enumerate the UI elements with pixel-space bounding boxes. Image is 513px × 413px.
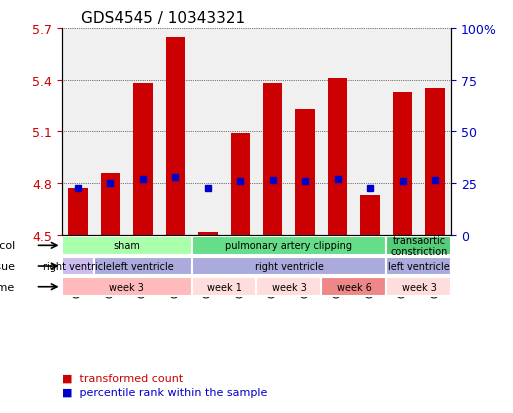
Bar (166, 38, 185, 235)
Bar (230, 134, 250, 235)
Text: pulmonary artery clipping: pulmonary artery clipping (226, 241, 352, 251)
Text: right ventricle: right ventricle (44, 261, 112, 271)
Text: sham: sham (113, 241, 140, 251)
Bar (386, 236, 451, 255)
Bar (62, 278, 191, 297)
Bar (68, 189, 88, 235)
Bar (62, 257, 94, 276)
Text: tissue: tissue (0, 261, 15, 271)
Bar (425, 89, 445, 235)
Text: transaortic
constriction: transaortic constriction (390, 235, 448, 256)
Text: week 1: week 1 (207, 282, 242, 292)
Text: ■  percentile rank within the sample: ■ percentile rank within the sample (62, 387, 267, 397)
Text: right ventricle: right ventricle (254, 261, 323, 271)
Bar (198, 232, 218, 235)
Bar (328, 79, 347, 235)
Text: protocol: protocol (0, 241, 15, 251)
Bar (191, 257, 386, 276)
Bar (322, 278, 386, 297)
Text: GDS4545 / 10343321: GDS4545 / 10343321 (81, 12, 245, 26)
Bar (62, 236, 191, 255)
Bar (263, 84, 283, 235)
Text: left ventricle: left ventricle (388, 261, 450, 271)
Text: ■  transformed count: ■ transformed count (62, 373, 183, 383)
Bar (386, 278, 451, 297)
Text: time: time (0, 282, 15, 292)
Bar (101, 173, 120, 235)
Bar (191, 236, 386, 255)
Text: week 3: week 3 (109, 282, 144, 292)
Bar (386, 257, 451, 276)
Bar (295, 110, 315, 235)
Bar (361, 196, 380, 235)
Bar (393, 93, 412, 235)
Text: week 3: week 3 (271, 282, 306, 292)
Text: left ventricle: left ventricle (112, 261, 174, 271)
Text: week 6: week 6 (337, 282, 371, 292)
Text: week 3: week 3 (402, 282, 437, 292)
Bar (191, 278, 256, 297)
Bar (256, 278, 322, 297)
Bar (133, 84, 152, 235)
Bar (94, 257, 191, 276)
